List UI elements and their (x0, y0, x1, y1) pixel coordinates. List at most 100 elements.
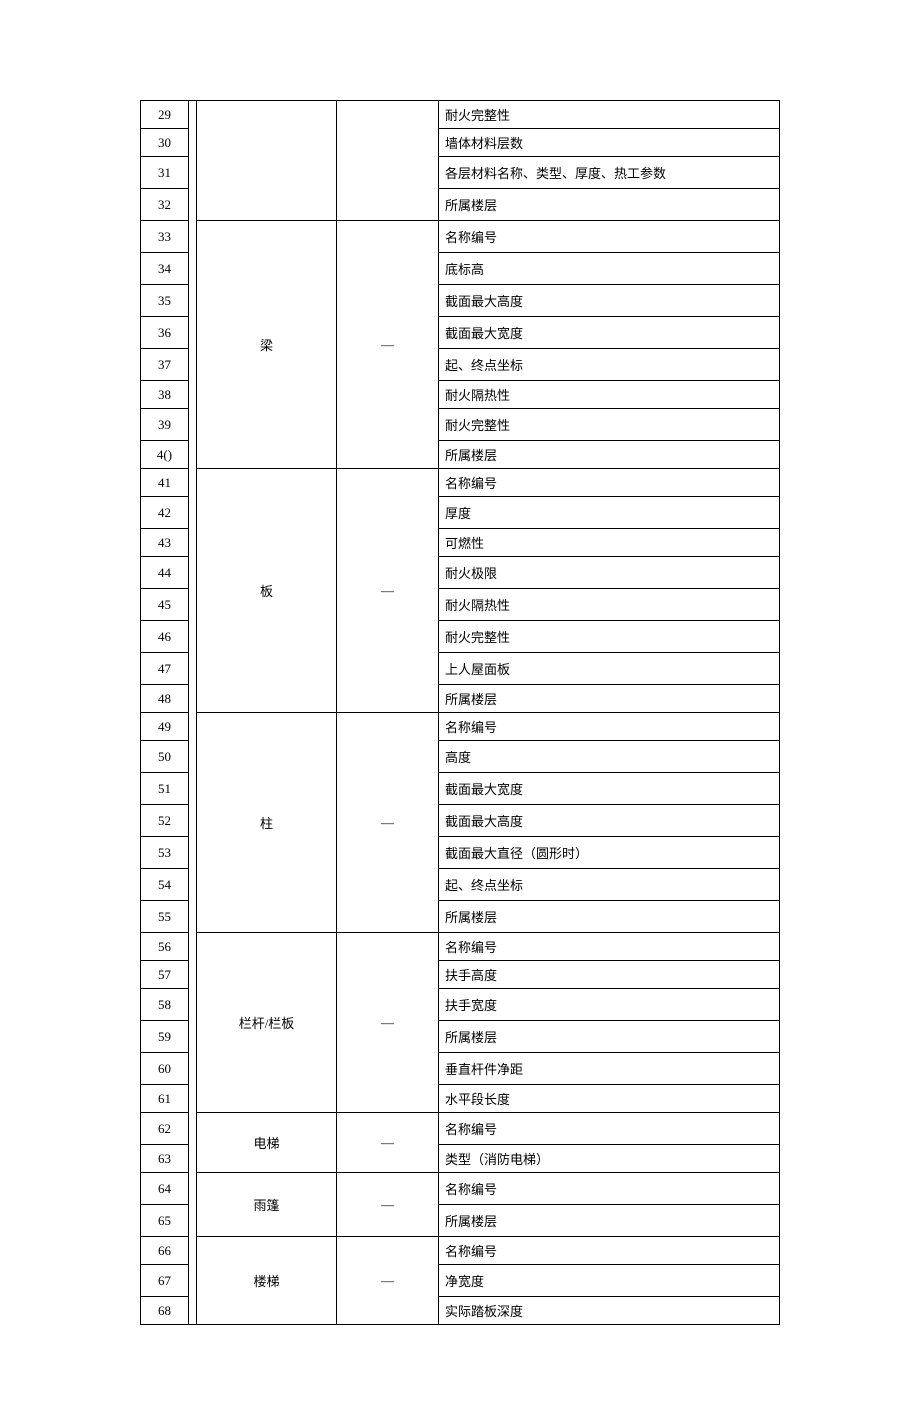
row-number: 51 (141, 773, 189, 805)
attribute-cell: 名称编号 (439, 1113, 780, 1145)
attribute-cell: 耐火完整性 (439, 621, 780, 653)
row-number: 64 (141, 1173, 189, 1205)
row-number: 4() (141, 441, 189, 469)
row-number: 65 (141, 1205, 189, 1237)
attribute-cell: 截面最大宽度 (439, 773, 780, 805)
row-number: 45 (141, 589, 189, 621)
row-number: 61 (141, 1085, 189, 1113)
table-row: 56栏杆/栏板—名称编号 (141, 933, 780, 961)
attribute-cell: 净宽度 (439, 1265, 780, 1297)
category-cell: 楼梯 (197, 1237, 337, 1325)
row-number: 43 (141, 529, 189, 557)
attribute-cell: 起、终点坐标 (439, 349, 780, 381)
dash-cell (337, 101, 439, 221)
row-number: 35 (141, 285, 189, 317)
attribute-cell: 扶手宽度 (439, 989, 780, 1021)
dash-cell: — (337, 221, 439, 469)
row-number: 63 (141, 1145, 189, 1173)
row-number: 31 (141, 157, 189, 189)
attribute-cell: 所属楼层 (439, 189, 780, 221)
attribute-cell: 水平段长度 (439, 1085, 780, 1113)
attribute-cell: 类型（消防电梯） (439, 1145, 780, 1173)
attribute-cell: 耐火隔热性 (439, 381, 780, 409)
row-number: 59 (141, 1021, 189, 1053)
attribute-cell: 名称编号 (439, 469, 780, 497)
row-number: 54 (141, 869, 189, 901)
row-number: 29 (141, 101, 189, 129)
dash-cell: — (337, 1113, 439, 1173)
attribute-cell: 耐火完整性 (439, 101, 780, 129)
attribute-cell: 厚度 (439, 497, 780, 529)
attribute-cell: 起、终点坐标 (439, 869, 780, 901)
row-number: 47 (141, 653, 189, 685)
row-number: 39 (141, 409, 189, 441)
attribute-cell: 所属楼层 (439, 685, 780, 713)
row-number: 52 (141, 805, 189, 837)
row-number: 57 (141, 961, 189, 989)
attribute-table: 29 耐火完整性 30 墙体材料层数 31 各层材料名称、类型、厚度、热工参数 32 所属楼层… (140, 100, 780, 1325)
row-number: 60 (141, 1053, 189, 1085)
attribute-cell: 名称编号 (439, 1173, 780, 1205)
attribute-cell: 耐火极限 (439, 557, 780, 589)
row-number: 62 (141, 1113, 189, 1145)
attribute-cell: 耐火隔热性 (439, 589, 780, 621)
row-number: 53 (141, 837, 189, 869)
category-cell (197, 101, 337, 221)
attribute-cell: 名称编号 (439, 713, 780, 741)
attribute-cell: 截面最大高度 (439, 285, 780, 317)
category-cell: 梁 (197, 221, 337, 469)
dash-cell: — (337, 1237, 439, 1325)
row-number: 67 (141, 1265, 189, 1297)
category-cell: 雨篷 (197, 1173, 337, 1237)
attribute-cell: 墙体材料层数 (439, 129, 780, 157)
row-number: 38 (141, 381, 189, 409)
attribute-cell: 底标高 (439, 253, 780, 285)
attribute-cell: 所属楼层 (439, 1021, 780, 1053)
table-row: 66楼梯—名称编号 (141, 1237, 780, 1265)
dash-cell: — (337, 713, 439, 933)
row-number: 55 (141, 901, 189, 933)
dash-cell: — (337, 1173, 439, 1237)
row-number: 32 (141, 189, 189, 221)
row-number: 42 (141, 497, 189, 529)
row-number: 58 (141, 989, 189, 1021)
row-number: 44 (141, 557, 189, 589)
dash-cell: — (337, 933, 439, 1113)
table-row: 33梁—名称编号 (141, 221, 780, 253)
row-number: 41 (141, 469, 189, 497)
table-row: 49柱—名称编号 (141, 713, 780, 741)
attribute-cell: 所属楼层 (439, 1205, 780, 1237)
category-cell: 电梯 (197, 1113, 337, 1173)
row-number: 48 (141, 685, 189, 713)
row-number: 33 (141, 221, 189, 253)
table-row: 62电梯—名称编号 (141, 1113, 780, 1145)
attribute-cell: 可燃性 (439, 529, 780, 557)
table-row: 64雨篷—名称编号 (141, 1173, 780, 1205)
row-number: 36 (141, 317, 189, 349)
table-body: 29 耐火完整性 30 墙体材料层数 31 各层材料名称、类型、厚度、热工参数 32 所属楼层… (141, 101, 780, 1325)
row-number: 50 (141, 741, 189, 773)
attribute-cell: 所属楼层 (439, 901, 780, 933)
attribute-cell: 扶手高度 (439, 961, 780, 989)
category-cell: 栏杆/栏板 (197, 933, 337, 1113)
table-row: 29 耐火完整性 (141, 101, 780, 129)
attribute-cell: 各层材料名称、类型、厚度、热工参数 (439, 157, 780, 189)
attribute-cell: 耐火完整性 (439, 409, 780, 441)
attribute-cell: 截面最大高度 (439, 805, 780, 837)
row-number: 49 (141, 713, 189, 741)
row-number: 46 (141, 621, 189, 653)
table-row: 41板—名称编号 (141, 469, 780, 497)
row-number: 30 (141, 129, 189, 157)
attribute-cell: 名称编号 (439, 933, 780, 961)
attribute-cell: 截面最大宽度 (439, 317, 780, 349)
row-number: 66 (141, 1237, 189, 1265)
category-cell: 板 (197, 469, 337, 713)
attribute-cell: 截面最大直径（圆形时） (439, 837, 780, 869)
attribute-cell: 名称编号 (439, 221, 780, 253)
attribute-cell: 垂直杆件净距 (439, 1053, 780, 1085)
attribute-cell: 名称编号 (439, 1237, 780, 1265)
dash-cell: — (337, 469, 439, 713)
category-cell: 柱 (197, 713, 337, 933)
attribute-cell: 上人屋面板 (439, 653, 780, 685)
row-number: 56 (141, 933, 189, 961)
